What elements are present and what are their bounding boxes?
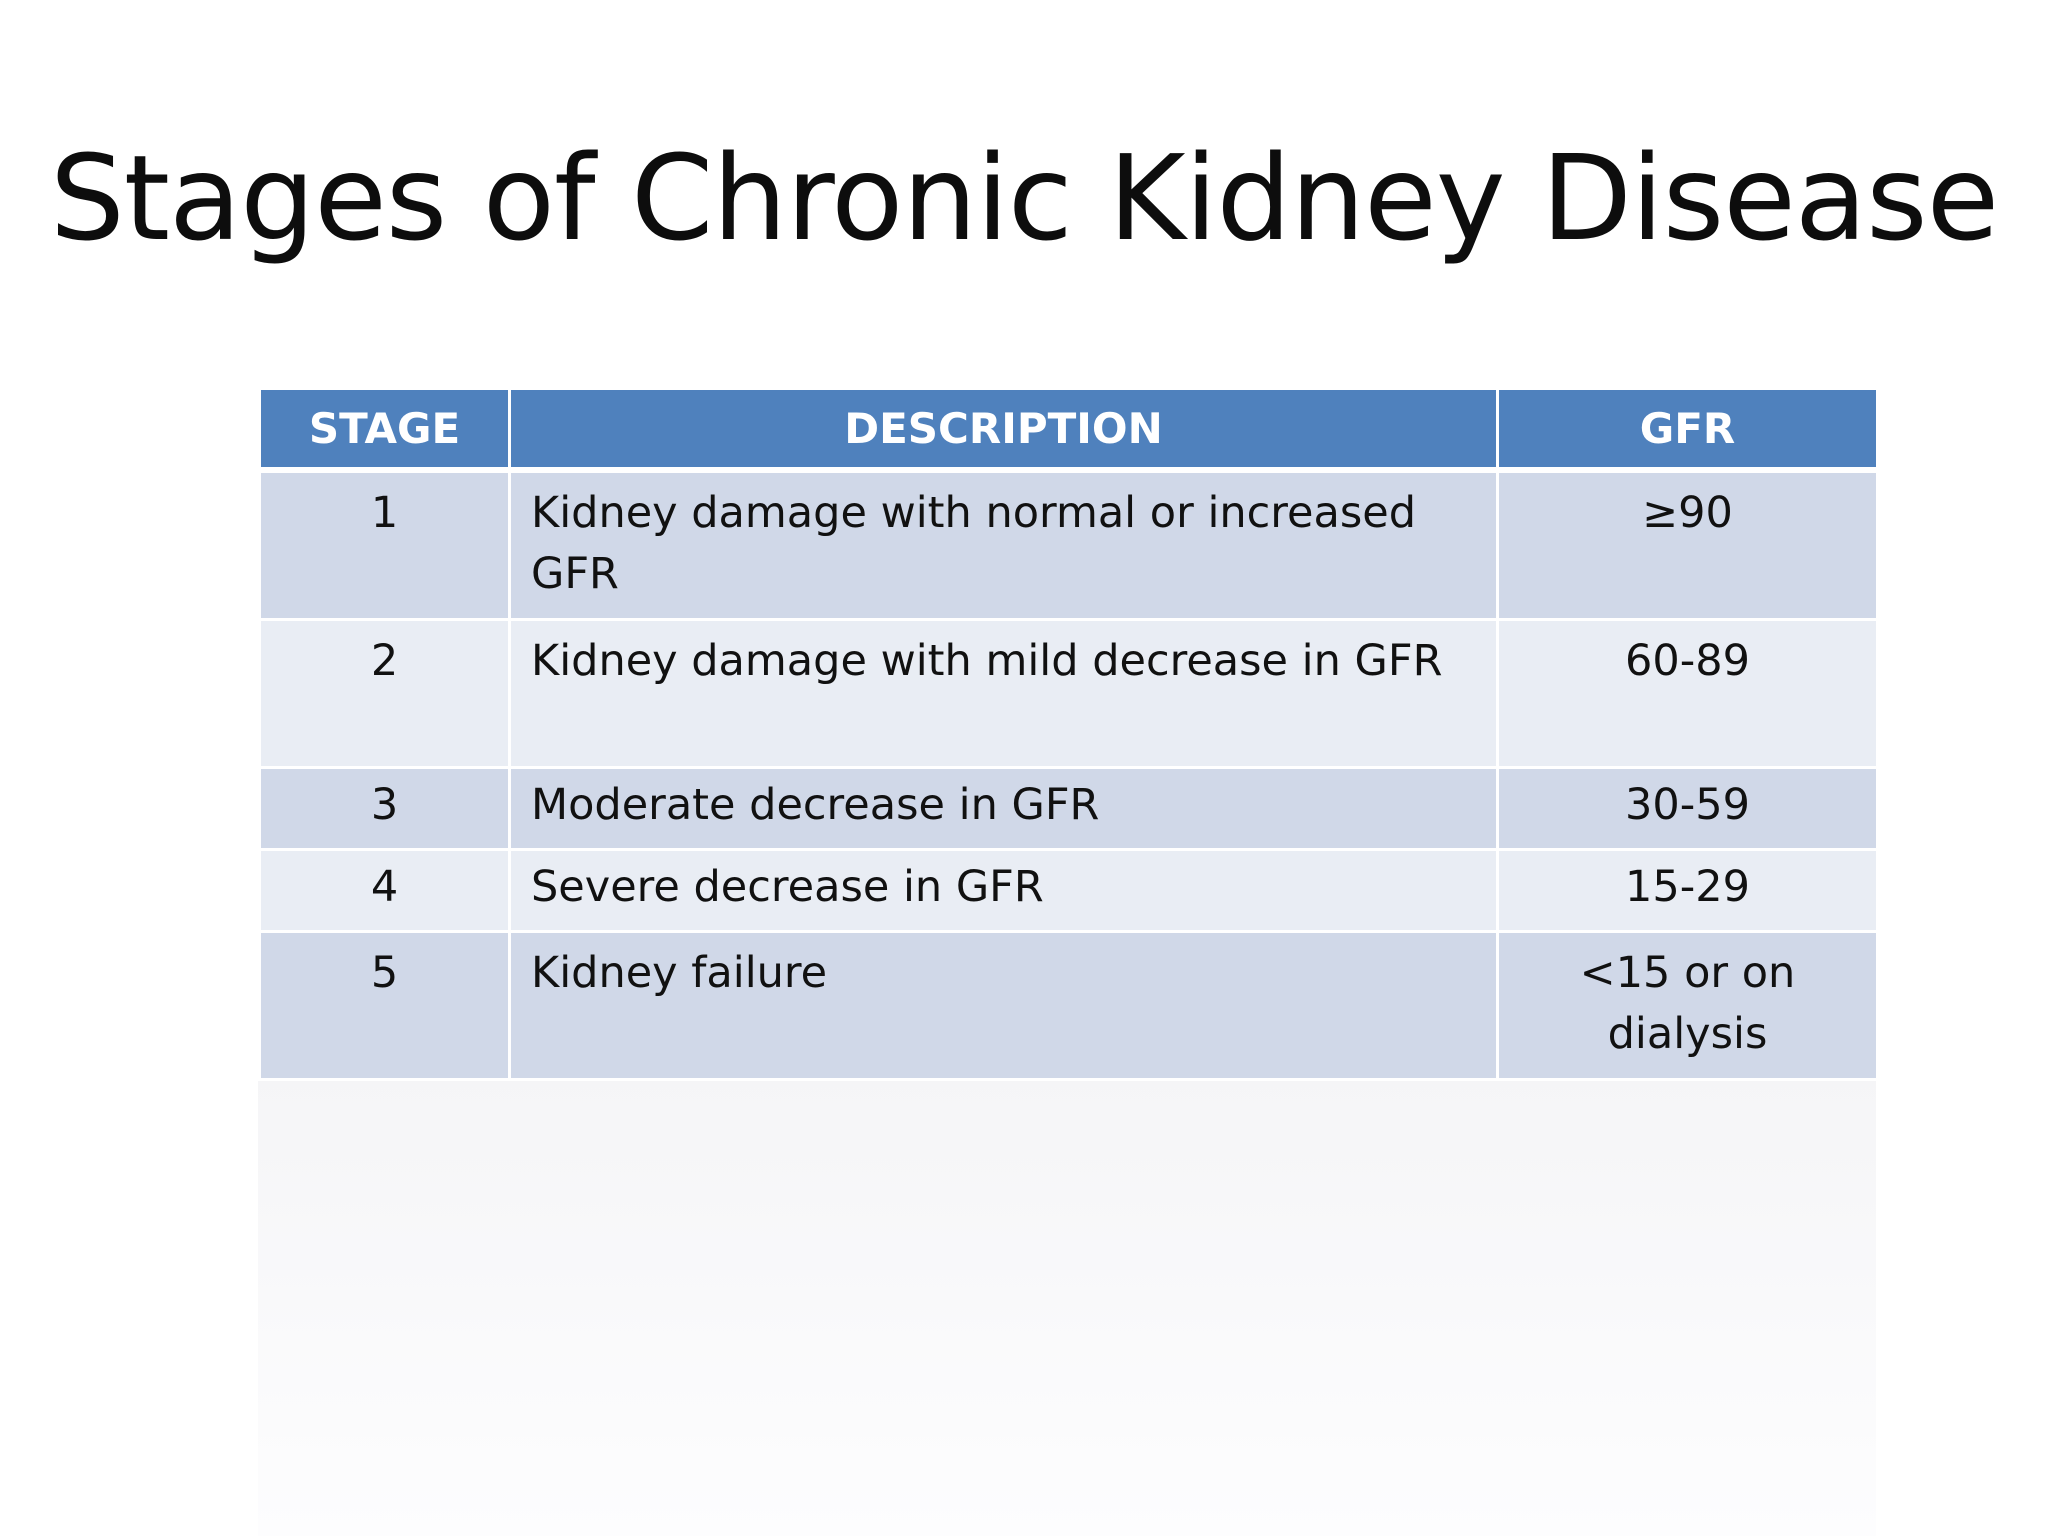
- table-background-fade: [258, 1072, 1876, 1536]
- gfr-cell: ≥90: [1496, 468, 1879, 621]
- description-cell: Moderate decrease in GFR: [508, 766, 1499, 851]
- table-row: 2 Kidney damage with mild decrease in GF…: [258, 618, 1879, 769]
- table-row: 3 Moderate decrease in GFR 30-59: [258, 766, 1879, 851]
- gfr-cell: <15 or on dialysis: [1496, 930, 1879, 1081]
- header-stage: STAGE: [258, 387, 511, 473]
- stage-cell: 3: [258, 766, 511, 851]
- ckd-stages-table: STAGE DESCRIPTION GFR 1 Kidney damage wi…: [258, 387, 1879, 1081]
- gfr-cell: 60-89: [1496, 618, 1879, 769]
- table-row: 1 Kidney damage with normal or increased…: [258, 468, 1879, 621]
- table-header-row: STAGE DESCRIPTION GFR: [258, 387, 1879, 473]
- header-gfr: GFR: [1496, 387, 1879, 473]
- gfr-cell: 30-59: [1496, 766, 1879, 851]
- stage-cell: 5: [258, 930, 511, 1081]
- table-row: 5 Kidney failure <15 or on dialysis: [258, 930, 1879, 1081]
- description-cell: Kidney damage with normal or increased G…: [508, 468, 1499, 621]
- header-description: DESCRIPTION: [508, 387, 1499, 473]
- stage-cell: 2: [258, 618, 511, 769]
- gfr-cell: 15-29: [1496, 848, 1879, 933]
- description-cell: Severe decrease in GFR: [508, 848, 1499, 933]
- description-cell: Kidney damage with mild decrease in GFR: [508, 618, 1499, 769]
- description-cell: Kidney failure: [508, 930, 1499, 1081]
- table-row: 4 Severe decrease in GFR 15-29: [258, 848, 1879, 933]
- stage-cell: 1: [258, 468, 511, 621]
- stage-cell: 4: [258, 848, 511, 933]
- slide-title: Stages of Chronic Kidney Disease: [49, 129, 1999, 267]
